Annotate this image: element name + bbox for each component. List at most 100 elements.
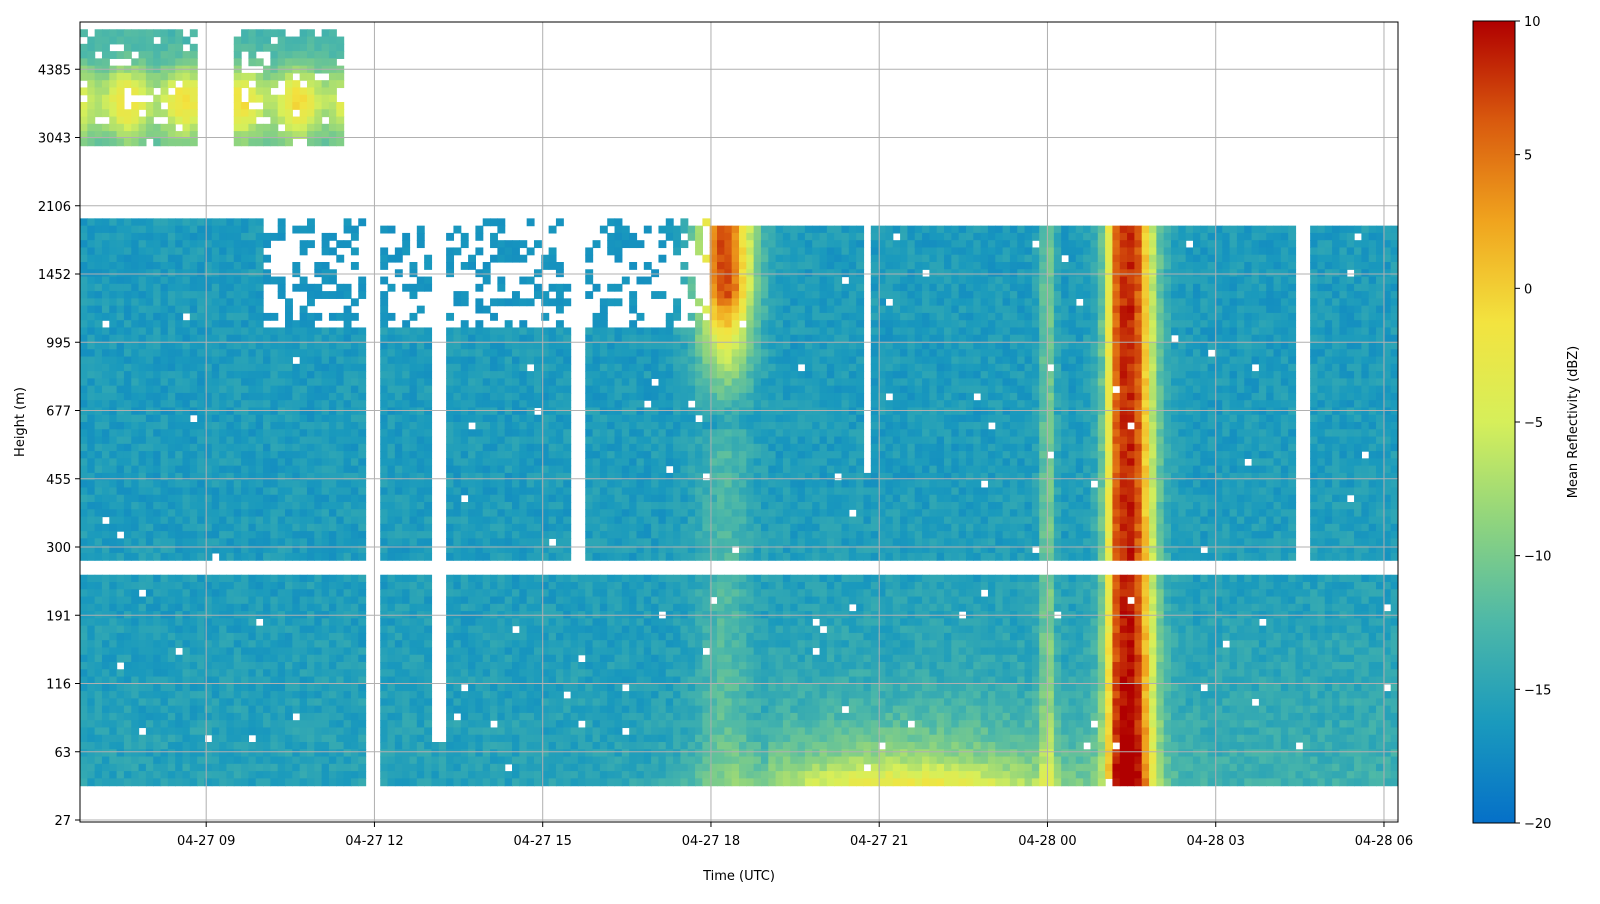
heatmap-cell [512,655,520,663]
heatmap-cell [388,713,396,721]
heatmap-cell [483,480,491,488]
heatmap-cell [446,415,454,423]
heatmap-cell [212,415,220,423]
heatmap-cell [226,473,234,481]
heatmap-cell [424,538,432,546]
heatmap-cell [322,437,330,445]
heatmap-cell [256,29,264,37]
heatmap-cell [446,524,454,532]
heatmap-cell [285,742,293,750]
heatmap-cell [190,735,198,743]
heatmap-cell [87,749,95,757]
heatmap-cell [358,357,366,365]
heatmap-cell [388,495,396,503]
heatmap-cell [380,735,388,743]
heatmap-cell [395,437,403,445]
heatmap-cell [190,277,198,285]
heatmap-cell [446,771,454,779]
heatmap-cell [329,509,337,517]
heatmap-cell [248,669,256,677]
heatmap-cell [146,531,154,539]
heatmap-cell [234,655,242,663]
heatmap-cell [168,698,176,706]
heatmap-cell [109,284,117,292]
heatmap-cell [183,240,191,248]
heatmap-cell [204,597,212,605]
heatmap-cell [490,538,498,546]
heatmap-cell [351,727,359,735]
heatmap-cell [314,480,322,488]
heatmap-cell [556,713,564,721]
heatmap-cell [285,778,293,786]
heatmap-cell [80,778,88,786]
heatmap-cell [461,415,469,423]
heatmap-cell [124,415,132,423]
heatmap-cell [527,531,535,539]
heatmap-cell [190,240,198,248]
heatmap-cell [190,255,198,263]
heatmap-cell [270,357,278,365]
heatmap-cell [483,727,491,735]
heatmap-cell [285,386,293,394]
heatmap-cell [168,757,176,765]
heatmap-cell [226,509,234,517]
heatmap-cell [336,757,344,765]
heatmap-cell [527,662,535,670]
heatmap-cell [278,73,286,81]
heatmap-cell [183,589,191,597]
heatmap-cell [358,720,366,728]
heatmap-cell [161,87,169,95]
heatmap-cell [322,742,330,750]
heatmap-cell [117,247,125,255]
heatmap-cell [263,437,271,445]
heatmap-cell [527,589,535,597]
heatmap-cell [512,538,520,546]
heatmap-cell [388,415,396,423]
heatmap-cell [95,124,103,132]
heatmap-cell [95,735,103,743]
heatmap-cell [351,473,359,481]
heatmap-cell [139,138,147,146]
heatmap-cell [505,502,513,510]
heatmap-cell [80,473,88,481]
heatmap-cell [534,713,542,721]
heatmap-cell [161,218,169,226]
heatmap-cell [95,684,103,692]
heatmap-cell [300,531,308,539]
heatmap-cell [190,582,198,590]
heatmap-cell [241,575,249,583]
heatmap-cell [124,582,132,590]
heatmap-cell [475,349,483,357]
heatmap-cell [285,473,293,481]
heatmap-cell [168,458,176,466]
heatmap-cell [109,73,117,81]
heatmap-cell [424,437,432,445]
heatmap-cell [256,502,264,510]
heatmap-cell [146,298,154,306]
heatmap-cell [190,778,198,786]
heatmap-cell [146,640,154,648]
heatmap-cell [490,764,498,772]
heatmap-cell [139,713,147,721]
heatmap-cell [168,313,176,321]
heatmap-cell [344,531,352,539]
heatmap-cell [307,604,315,612]
heatmap-cell [190,626,198,634]
heatmap-cell [256,662,264,670]
heatmap-cell [168,335,176,343]
heatmap-cell [468,458,476,466]
heatmap-cell [197,575,205,583]
heatmap-cell [475,509,483,517]
heatmap-cell [95,466,103,474]
heatmap-cell [527,400,535,408]
heatmap-cell [395,429,403,437]
heatmap-cell [183,386,191,394]
heatmap-cell [424,466,432,474]
heatmap-cell [585,713,593,721]
heatmap-cell [80,764,88,772]
heatmap-cell [417,713,425,721]
heatmap-cell [395,422,403,430]
heatmap-cell [446,255,454,263]
heatmap-cell [139,247,147,255]
heatmap-cell [234,124,242,132]
